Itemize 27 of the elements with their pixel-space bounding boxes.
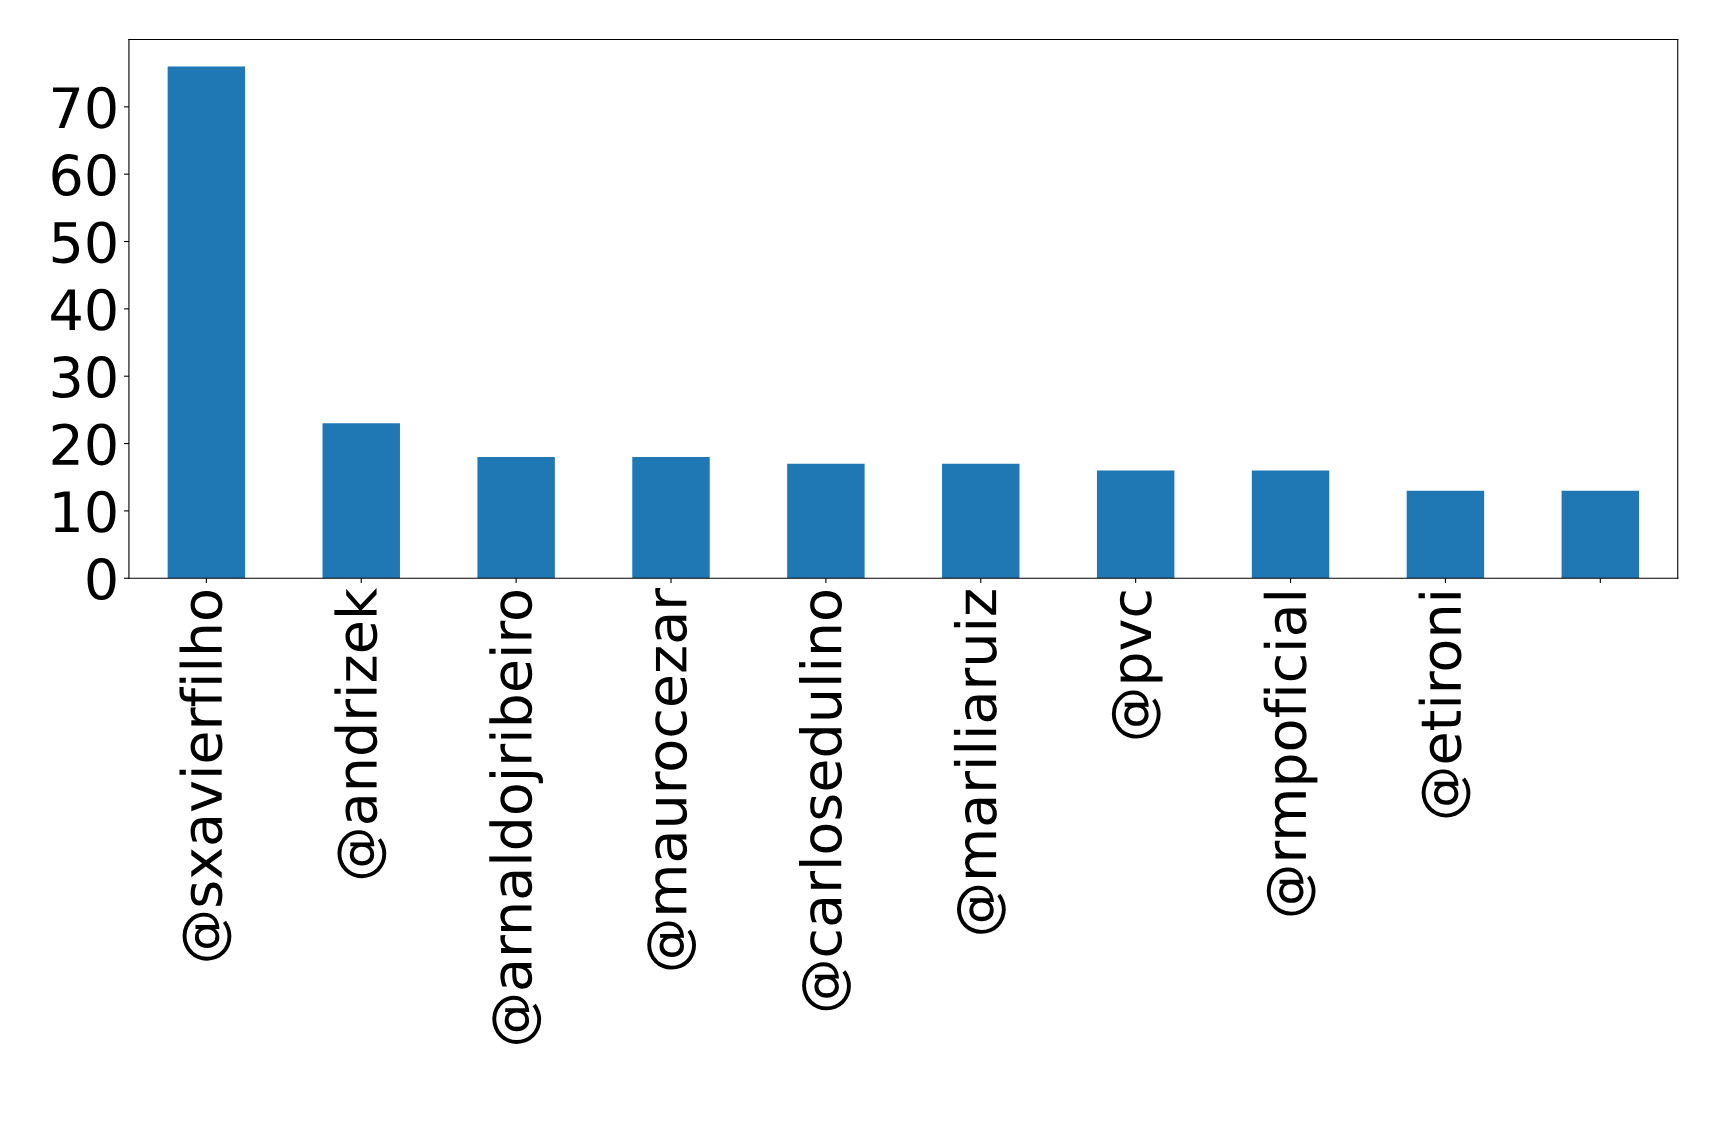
bar [1096,470,1175,579]
x-tick-label: @andrizek [334,588,387,879]
bar [322,423,400,579]
y-tick-label: 10 [54,490,116,533]
bar [942,463,1020,579]
y-tick-label: 20 [52,423,116,466]
x-tick-label: @carlosedulino [799,590,851,1011]
x-tick-label: @pvc [1111,591,1163,739]
x-tick-label: @sxavierfilho [179,590,232,961]
bar [167,66,246,579]
x-tick-label: @maurocezar [647,587,696,970]
y-tick-label: 0 [87,558,116,601]
bar [787,463,865,579]
bar [632,457,710,579]
x-tick-label: @etironi [1418,593,1471,818]
y-tick-label: 40 [51,288,116,331]
x-tick-label: @rmpoficial [1263,593,1318,916]
bar [1251,470,1330,579]
y-tick-label: 60 [52,154,116,197]
x-tick-label: @mariliaruiz [953,590,1006,934]
bar [1406,490,1485,579]
y-tick-label: 50 [52,221,116,264]
x-tick-label: @arnaldojribeiro [489,590,544,1044]
y-tick-label: 30 [52,356,116,399]
bar [477,457,555,579]
bar [1561,490,1640,579]
y-tick-label: 70 [53,86,116,129]
